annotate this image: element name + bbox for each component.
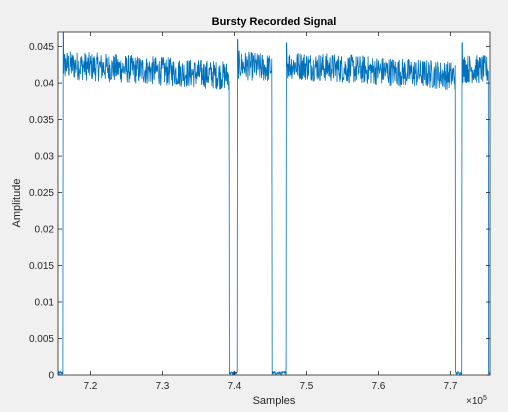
x-exponent-power: 5: [483, 395, 487, 402]
y-tick-label: 0: [48, 371, 54, 382]
x-tick-label: 7.2: [83, 381, 97, 392]
x-axis: 7.2 7.3 7.4 7.5 7.6 7.7: [83, 32, 458, 392]
y-tick-label: 0.03: [35, 152, 55, 163]
axes-box: [57, 31, 491, 376]
y-tick-label: 0.02: [35, 225, 55, 236]
plot-area: [57, 31, 491, 377]
y-tick-label: 0.035: [29, 115, 54, 126]
chart-title: Bursty Recorded Signal: [212, 16, 337, 28]
y-tick-label: 0.01: [35, 298, 55, 309]
x-exponent-base: ×10: [466, 396, 483, 407]
axes-background: [58, 32, 490, 375]
x-tick-label: 7.3: [155, 381, 169, 392]
y-tick-label: 0.025: [29, 188, 54, 199]
x-tick-label: 7.4: [227, 381, 241, 392]
y-axis: 0 0.005 0.01 0.015 0.02 0.025 0.03 0.035 0.04 0.0…: [29, 42, 490, 382]
signal-series-line: [57, 31, 491, 377]
y-axis-label: Amplitude: [11, 179, 23, 228]
x-tick-label: 7.6: [371, 381, 385, 392]
x-tick-label: 7.5: [299, 381, 313, 392]
y-tick-label: 0.015: [29, 261, 54, 272]
x-exponent-label: ×105: [466, 395, 487, 407]
y-tick-label: 0.04: [35, 79, 55, 90]
x-tick-label: 7.7: [443, 381, 457, 392]
y-tick-label: 0.005: [29, 334, 54, 345]
y-tick-label: 0.045: [29, 42, 54, 53]
x-axis-label: Samples: [253, 395, 296, 407]
